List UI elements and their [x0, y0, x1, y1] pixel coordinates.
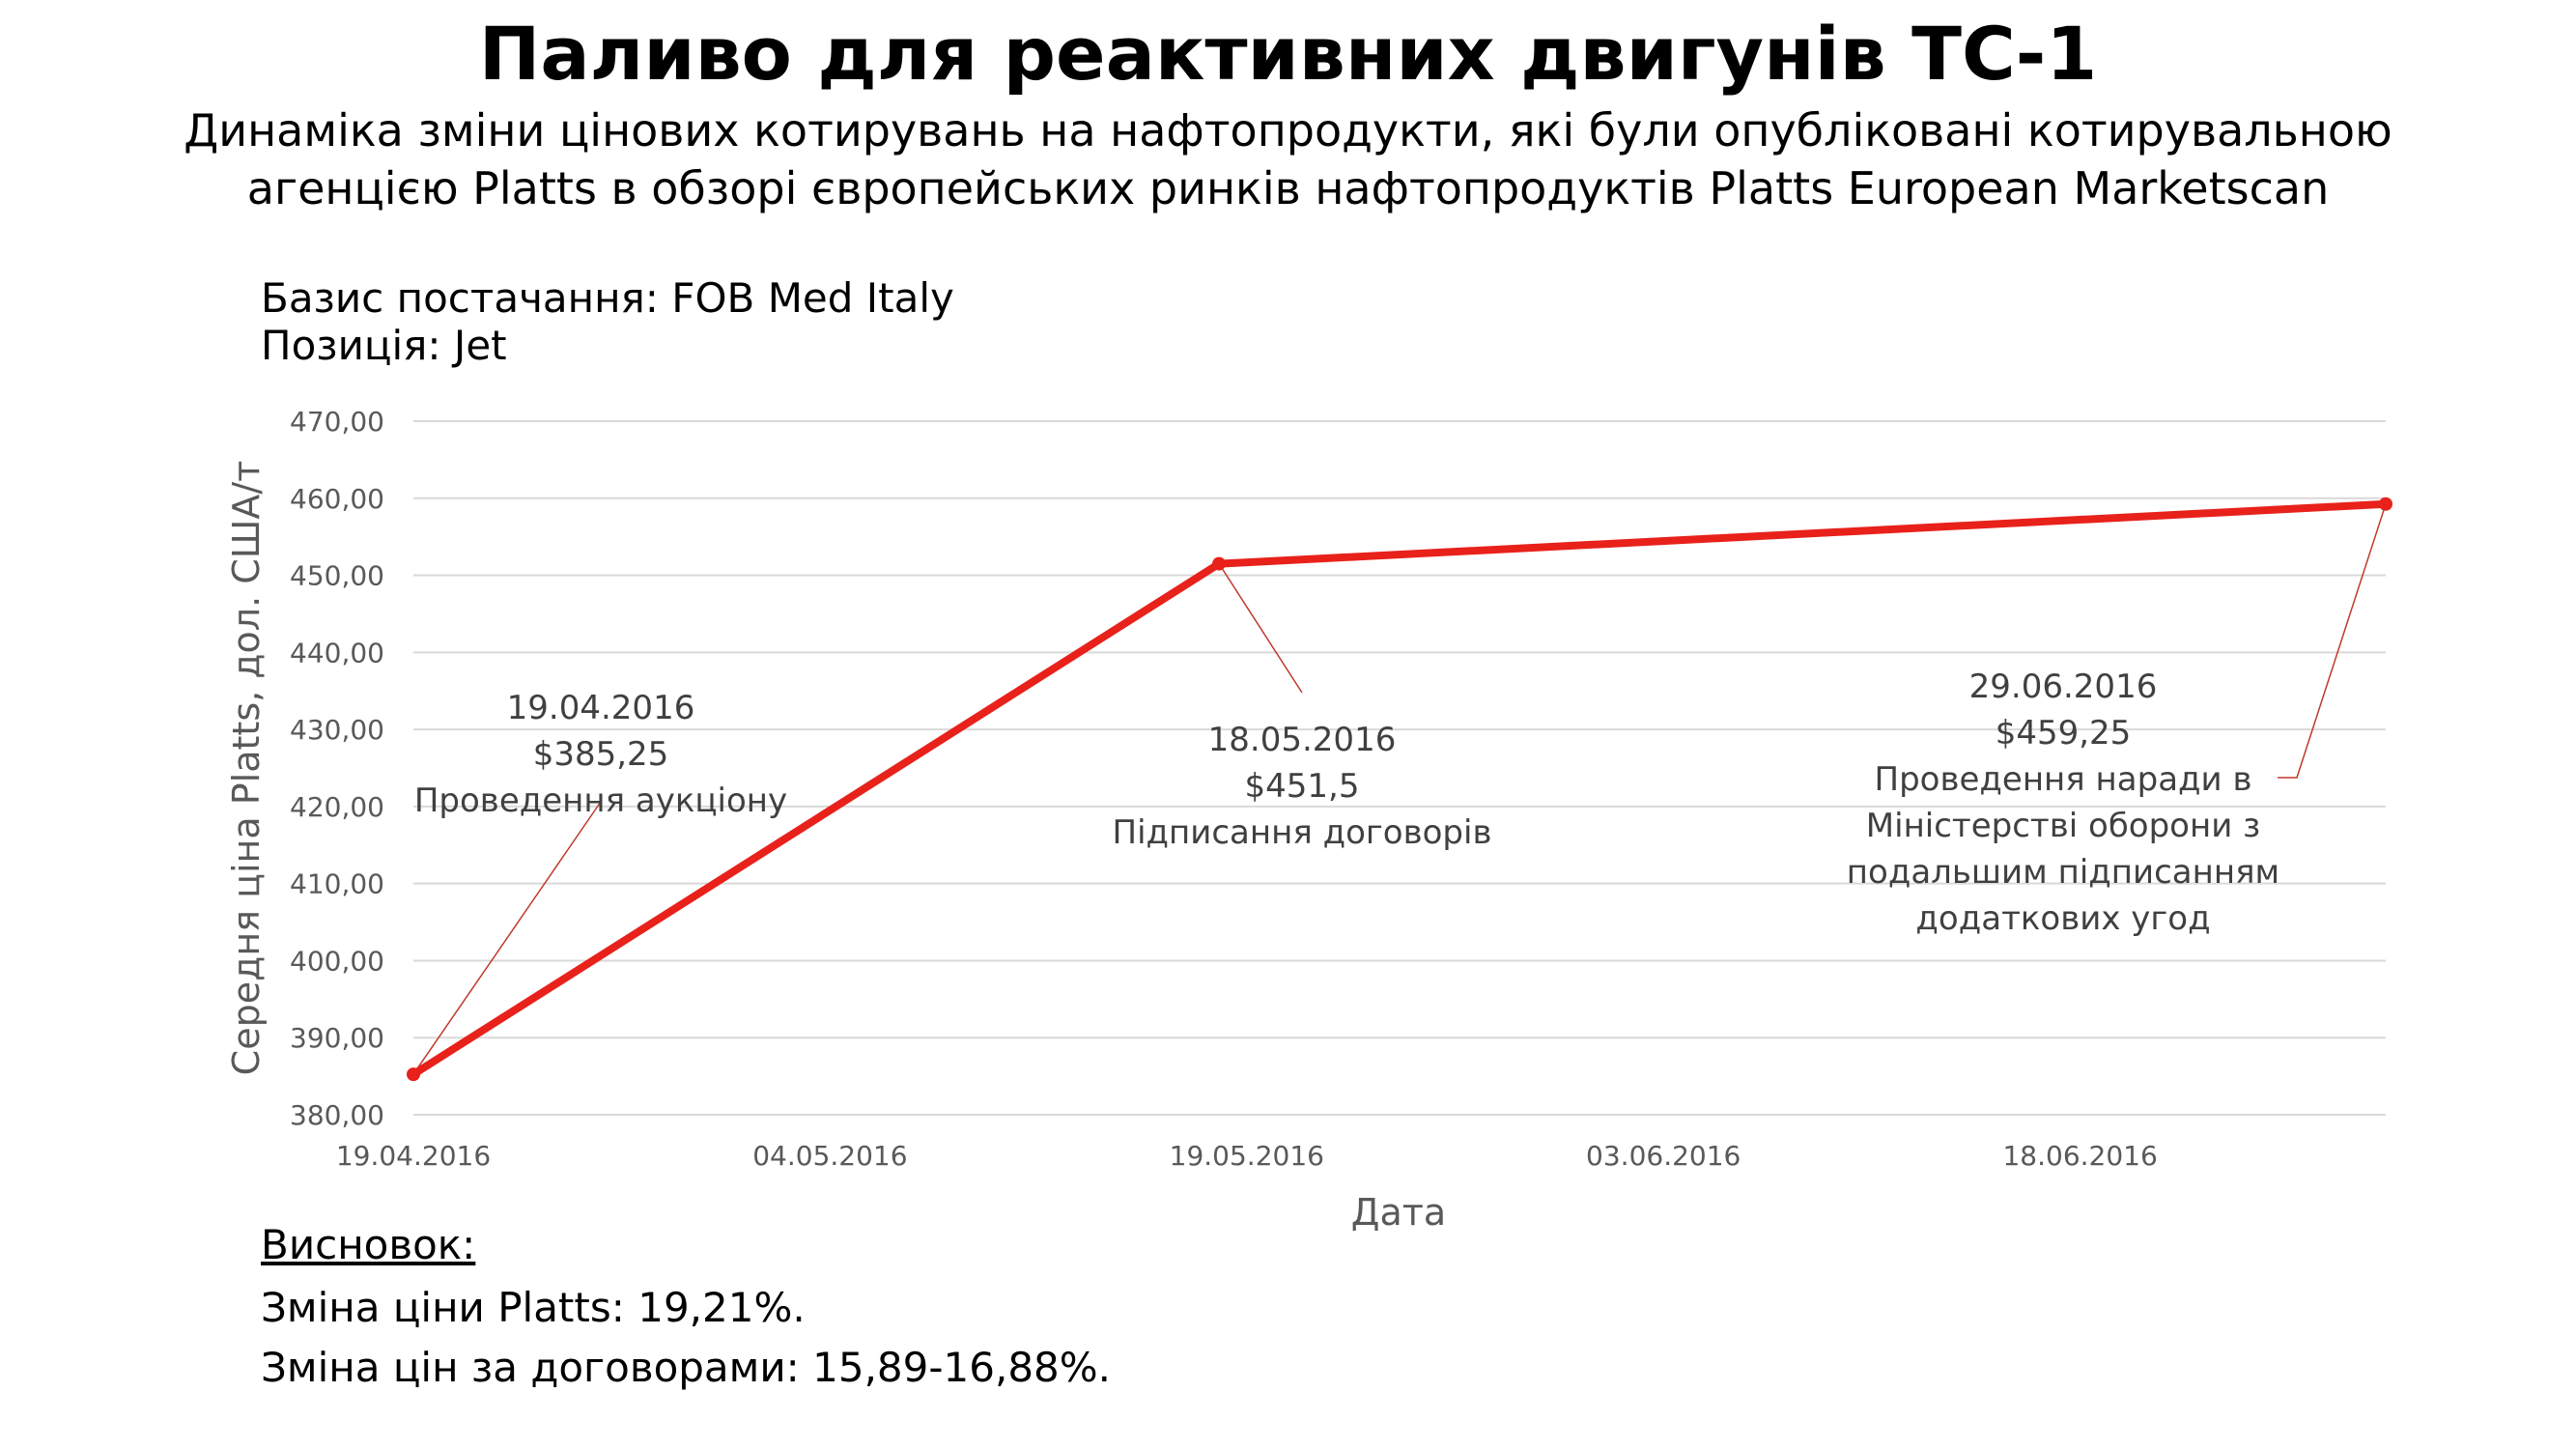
- data-point: [407, 1067, 420, 1082]
- annotation-text: $451,5: [1245, 767, 1360, 806]
- chart-annotations: 19.04.2016 $385,25 Проведення аукціону 18.0…: [414, 668, 2279, 938]
- x-axis-label: Дата: [1351, 1191, 1446, 1234]
- annotation-text: 18.05.2016: [1208, 721, 1397, 759]
- annotation-text: $459,25: [1996, 714, 2132, 753]
- annotation-leader: [412, 801, 602, 1075]
- data-point: [2379, 497, 2392, 511]
- annotation-leader-lines: [412, 503, 2387, 1075]
- delivery-basis: Базис постачання: FOB Med Italy: [261, 274, 954, 322]
- y-tick-label: 400,00: [290, 945, 384, 977]
- y-tick-label: 470,00: [290, 406, 384, 438]
- y-tick-label: 420,00: [290, 791, 384, 823]
- annotation-text: Підписання договорів: [1113, 813, 1492, 852]
- chart-series: [407, 497, 2392, 1082]
- y-tick-label: 430,00: [290, 714, 384, 746]
- y-tick-label: 380,00: [290, 1099, 384, 1131]
- x-tick-label: 18.06.2016: [2002, 1140, 2157, 1172]
- chart-gridlines: [413, 420, 2386, 1116]
- annotation-text: Проведення наради в: [1875, 760, 2252, 799]
- annotation-leader: [2278, 503, 2387, 779]
- annotation-text: додаткових угод: [1915, 899, 2210, 938]
- subtitle-line-2: агенцією Platts в обзорі європейських ри…: [246, 162, 2330, 214]
- annotation-text: Проведення аукціону: [414, 781, 787, 820]
- x-axis-tick-labels: 19.04.2016 04.05.2016 19.05.2016 03.06.2016…: [336, 1140, 2158, 1172]
- y-tick-label: 410,00: [290, 868, 384, 900]
- y-tick-label: 460,00: [290, 483, 384, 515]
- y-axis-label: Середня ціна Platts, дол. США/т: [225, 461, 268, 1076]
- x-tick-label: 03.06.2016: [1586, 1140, 1741, 1172]
- page-subtitle: Динаміка зміни цінових котирувань на наф…: [145, 101, 2431, 217]
- position-label: Позиція: Jet: [261, 322, 507, 369]
- annotation-leader: [1218, 563, 1303, 694]
- subtitle-line-1: Динаміка зміни цінових котирувань на наф…: [184, 104, 2392, 156]
- data-point: [1212, 556, 1227, 571]
- y-tick-label: 450,00: [290, 560, 384, 592]
- x-tick-label: 19.05.2016: [1170, 1140, 1324, 1172]
- annotation-text: подальшим підписанням: [1847, 853, 2279, 892]
- annotation-text: Міністерстві оборони з: [1866, 807, 2260, 845]
- x-tick-label: 04.05.2016: [752, 1140, 907, 1172]
- x-tick-label: 19.04.2016: [336, 1140, 491, 1172]
- conclusion-platts-change: Зміна ціни Platts: 19,21%.: [261, 1284, 806, 1331]
- annotation-text: $385,25: [533, 735, 669, 774]
- conclusion-contract-change: Зміна цін за договорами: 15,89-16,88%.: [261, 1344, 1112, 1391]
- y-tick-label: 390,00: [290, 1022, 384, 1054]
- annotation-text: 29.06.2016: [1969, 668, 2158, 706]
- annotation-text: 19.04.2016: [507, 689, 695, 727]
- y-axis-tick-labels: 380,00 390,00 400,00 410,00 420,00 430,00 440,…: [290, 406, 384, 1131]
- y-tick-label: 440,00: [290, 637, 384, 668]
- page-title: Паливо для реактивних двигунів ТС-1: [478, 11, 2098, 97]
- conclusion-heading: Висновок:: [261, 1221, 476, 1268]
